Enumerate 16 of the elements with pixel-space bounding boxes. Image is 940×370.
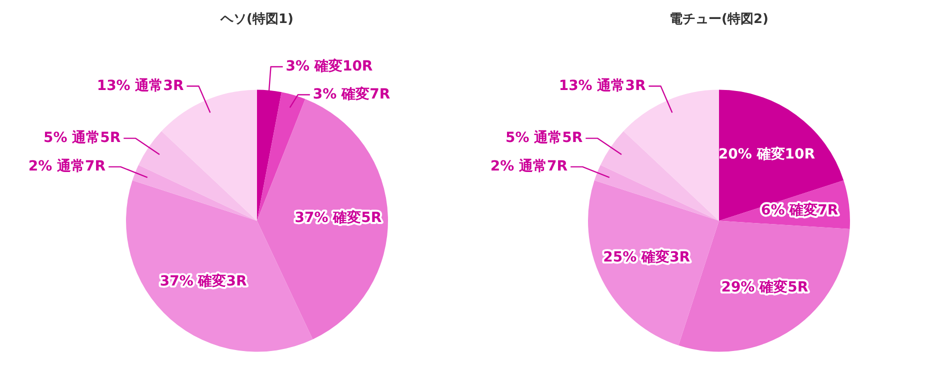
slice-label: 25% 確変3R [603, 248, 690, 266]
chart-title: ヘソ(特図1) [220, 12, 294, 28]
slice-label: 13% 通常3R [558, 76, 646, 94]
slice-label: 37% 確変3R [160, 272, 247, 290]
slice-label: 3% 確変7R [312, 85, 390, 102]
slice-label: 37% 確変5R [294, 208, 382, 226]
slice-label: 6% 確変7R [760, 201, 838, 218]
slice-label: 2% 通常7R [490, 157, 568, 174]
slice-label: 5% 通常5R [505, 128, 583, 146]
slice-label: 5% 通常5R [43, 128, 121, 146]
slice-label: 3% 確変10R [286, 57, 373, 74]
slice-label: 29% 確変5R [721, 278, 808, 296]
slice-label: 20% 確変10R [718, 146, 816, 163]
slice-label: 13% 通常3R [96, 76, 184, 94]
slice-label: 2% 通常7R [28, 157, 106, 174]
chart-title: 電チュー(特図2) [670, 12, 768, 28]
